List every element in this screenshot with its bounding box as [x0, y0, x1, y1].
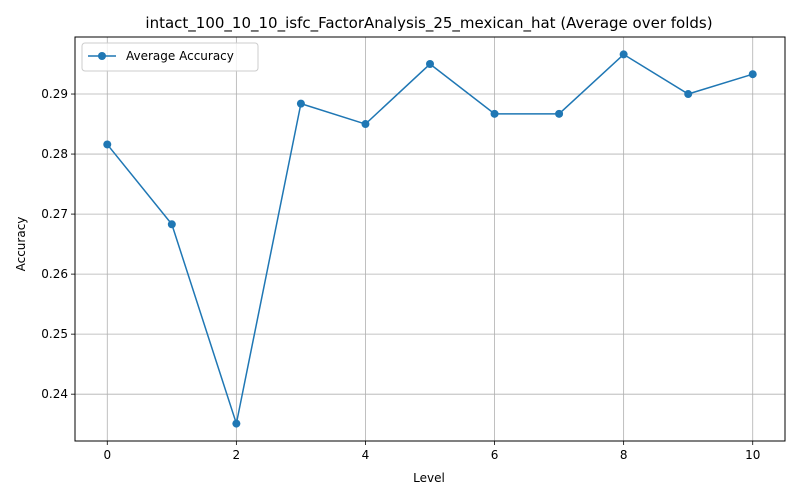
- data-point: [426, 60, 434, 69]
- x-tick-label: 10: [745, 448, 760, 462]
- axis-ticks: 0 2 4 6 8 10 0.24 0.25 0.26 0.27 0.28 0.29: [41, 87, 760, 462]
- y-tick-label: 0.29: [41, 87, 68, 101]
- y-axis-title: Accuracy: [14, 217, 28, 272]
- data-point: [684, 90, 693, 99]
- y-tick-label: 0.24: [41, 387, 68, 401]
- x-axis-title: Level: [413, 471, 445, 485]
- series-line: [106, 53, 753, 427]
- x-tick-label: 4: [362, 448, 370, 462]
- data-point: [619, 50, 628, 59]
- x-tick-label: 0: [103, 448, 111, 462]
- data-point: [167, 220, 176, 229]
- series-layer: [103, 50, 757, 428]
- legend: Average Accuracy: [81, 42, 259, 72]
- x-tick-label: 6: [491, 448, 499, 462]
- data-point: [490, 109, 499, 118]
- data-point: [748, 70, 757, 79]
- grid-lines: [75, 37, 785, 441]
- data-point: [296, 99, 305, 108]
- data-point: [103, 140, 112, 149]
- y-tick-label: 0.27: [41, 207, 68, 221]
- data-point: [555, 109, 564, 118]
- data-point: [361, 120, 370, 129]
- legend-box: [81, 42, 259, 72]
- legend-label: Average Accuracy: [126, 49, 234, 63]
- chart-title: intact_100_10_10_isfc_FactorAnalysis_25_…: [145, 14, 712, 33]
- plot-frame: [74, 36, 786, 442]
- y-tick-label: 0.28: [41, 147, 68, 161]
- data-point: [232, 419, 241, 428]
- y-tick-label: 0.25: [41, 327, 68, 341]
- x-tick-label: 2: [233, 448, 241, 462]
- legend-marker-swatch: [98, 52, 106, 60]
- y-tick-label: 0.26: [41, 267, 68, 281]
- x-tick-label: 8: [620, 448, 628, 462]
